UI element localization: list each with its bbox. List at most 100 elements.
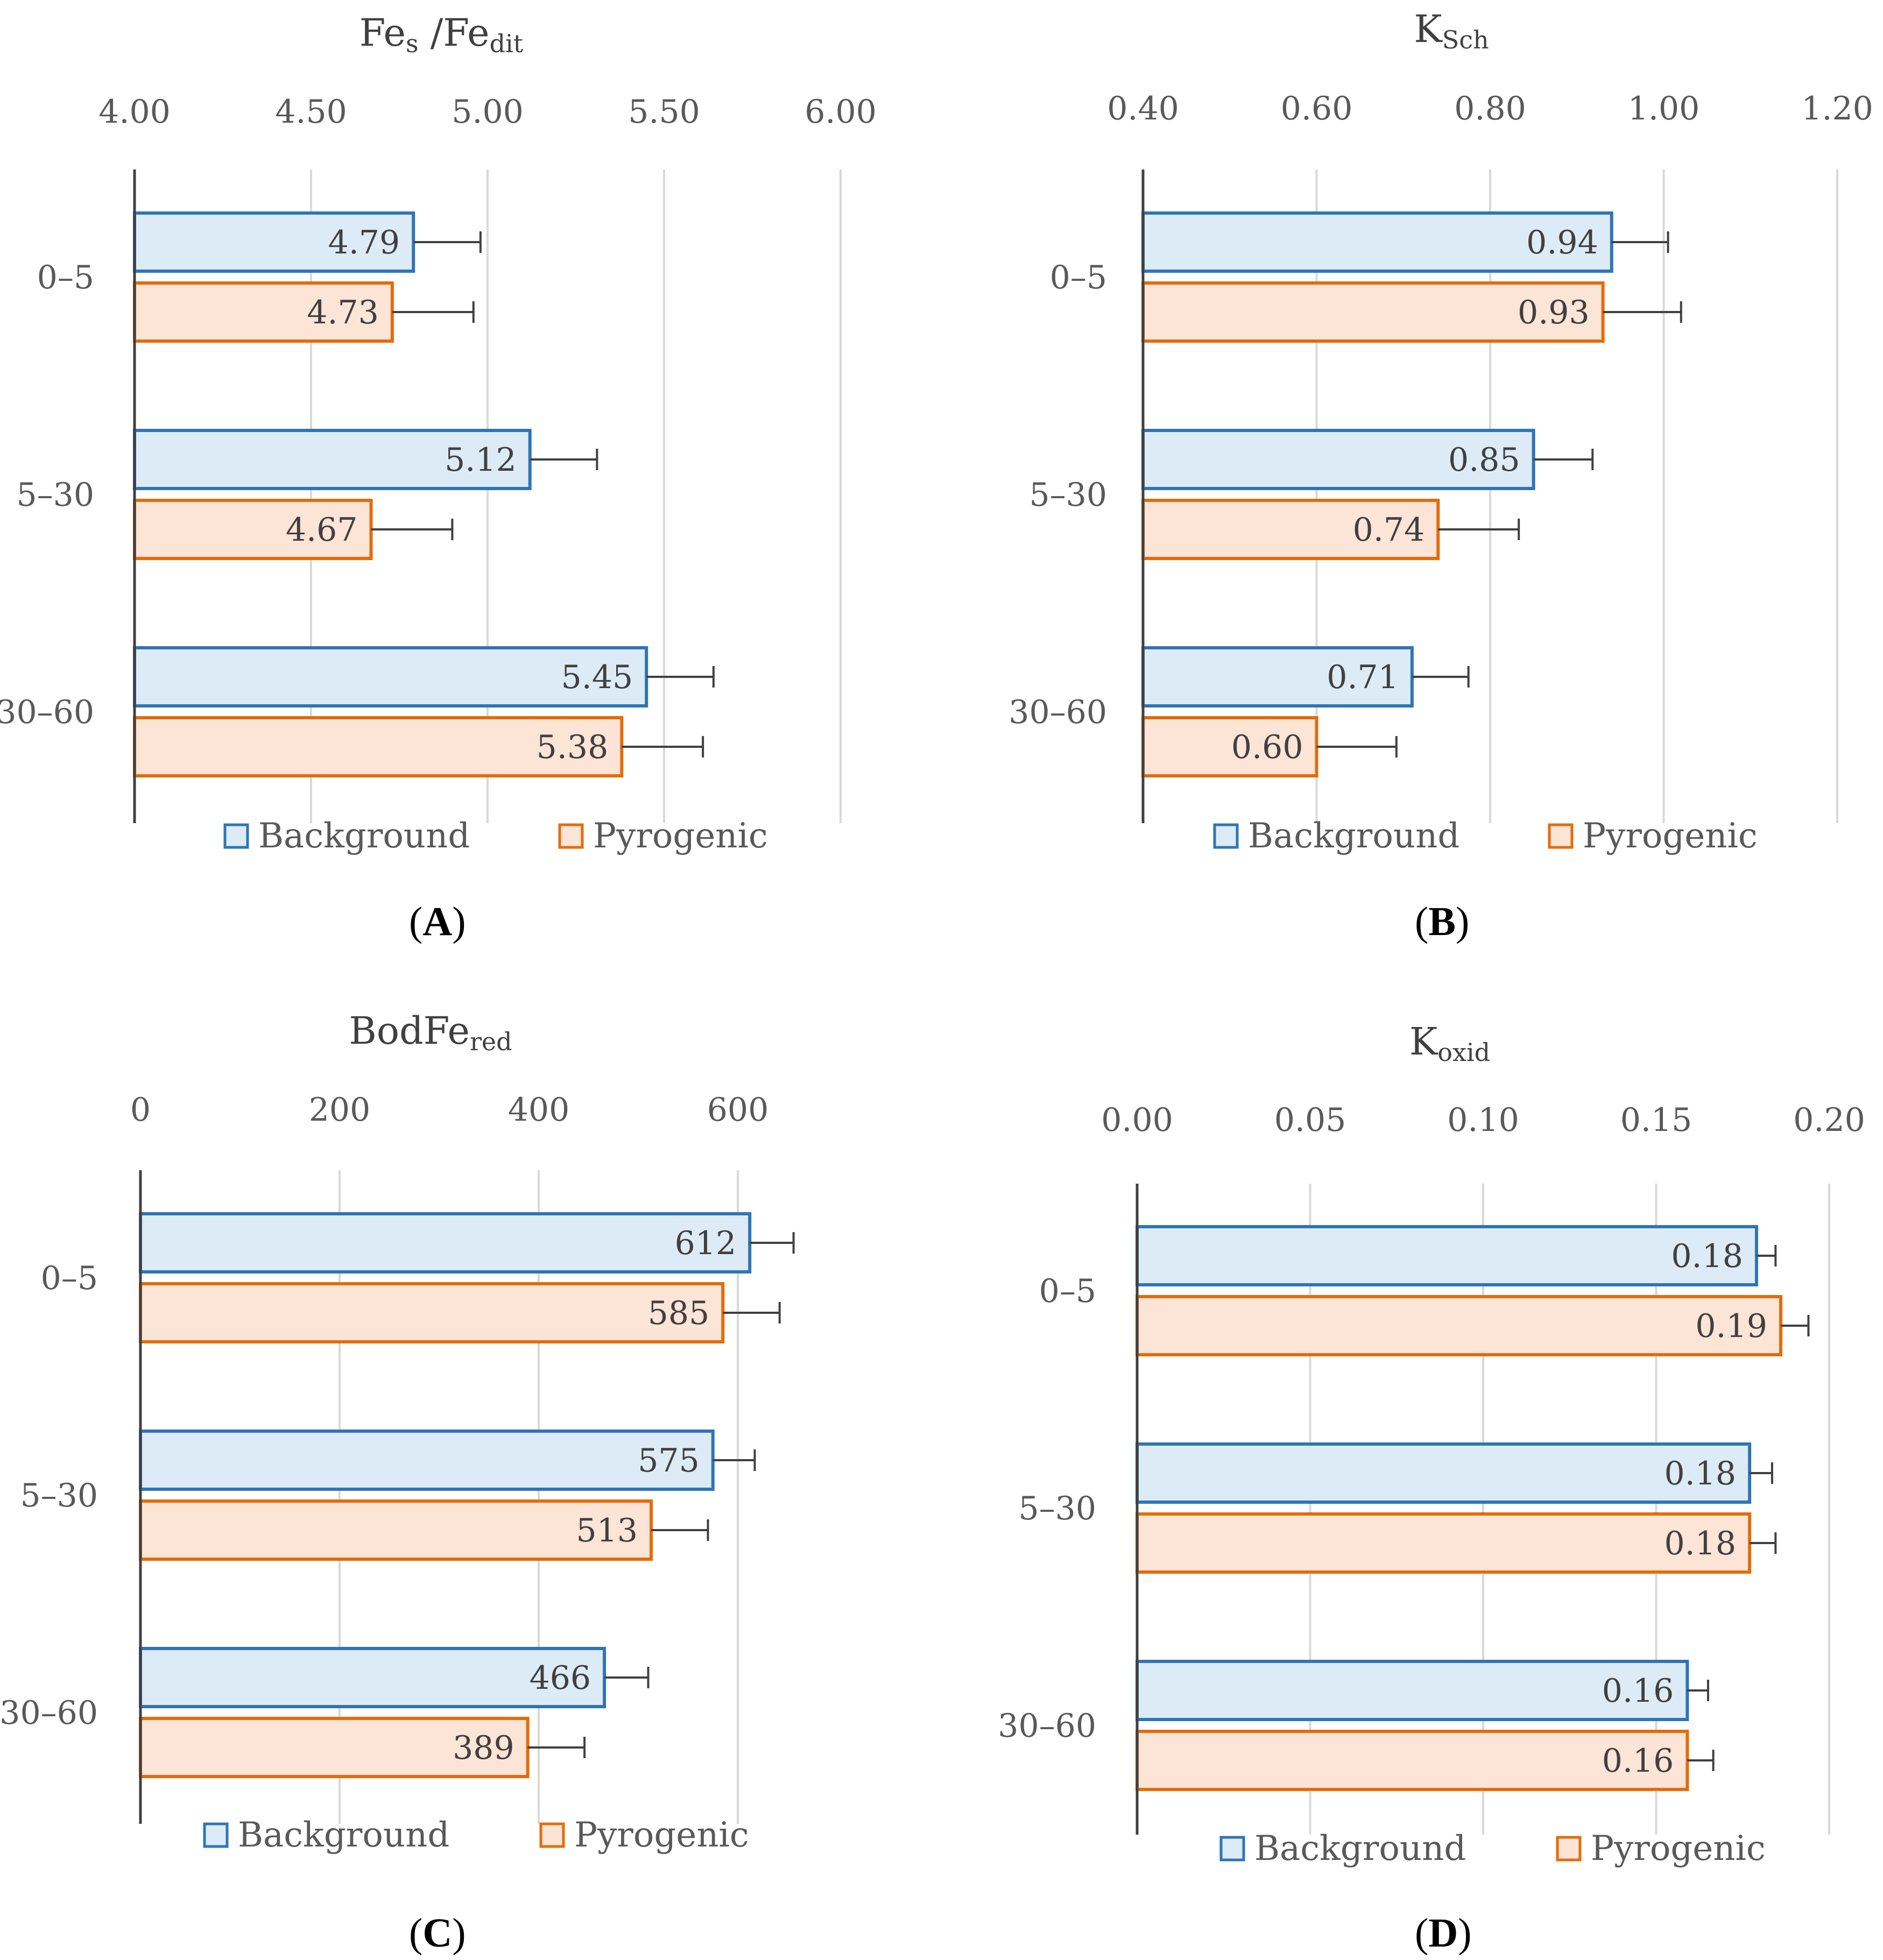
chart-title-subscript: s (406, 29, 419, 58)
x-tick-label: 4.50 (275, 93, 347, 131)
chart-a-svg: Fes /Fedit 4.00 4.50 5.00 5.50 6.00 4.79 4.73 0–… (0, 11, 877, 856)
x-tick-label: 0 (130, 1091, 151, 1129)
chart-panel-d: Koxid 0.00 0.05 0.10 0.15 0.20 0.18 0.19 0–5 0.18… (941, 968, 1883, 1960)
x-tick-label: 200 (309, 1091, 371, 1129)
legend-label-pyrogenic: Pyrogenic (1591, 1829, 1766, 1869)
bar-background (139, 1212, 752, 1273)
bar-pyrogenic (139, 1717, 530, 1778)
x-tick-label: 5.00 (452, 93, 524, 131)
bar-background (1136, 1660, 1689, 1721)
legend-label-pyrogenic: Pyrogenic (1583, 816, 1758, 856)
data-label: 0.71 (1327, 659, 1399, 696)
legend-swatch-background (1219, 1836, 1245, 1862)
category-label: 0–5 (37, 259, 94, 296)
x-tick-label: 0.15 (1620, 1101, 1692, 1139)
chart-d-svg: Koxid 0.00 0.05 0.10 0.15 0.20 0.18 0.19 0–5 0.18… (998, 1020, 1865, 1869)
data-label: 0.16 (1602, 1672, 1674, 1710)
legend-swatch-pyrogenic (1548, 823, 1574, 849)
chart-panel-a: Fes /Fedit 4.00 4.50 5.00 5.50 6.00 4.79 4.73 0–… (0, 0, 941, 968)
category-label: 5–30 (1018, 1490, 1096, 1527)
x-tick-label: 0.60 (1281, 90, 1353, 128)
data-label: 0.18 (1665, 1525, 1737, 1562)
x-tick-label: 1.00 (1628, 90, 1700, 128)
data-label: 513 (576, 1512, 638, 1549)
legend-label-background: Background (258, 816, 470, 856)
chart-title-mid: /Fe (419, 11, 490, 55)
chart-b-svg: KSch 0.40 0.60 0.80 1.00 1.20 0.94 0.93 0–5 0.85 0… (1009, 7, 1873, 856)
data-label: 612 (675, 1225, 737, 1262)
data-label: 0.18 (1671, 1237, 1743, 1275)
chart-title-main: Fe (359, 11, 406, 55)
data-label: 4.73 (307, 294, 379, 331)
data-label: 389 (453, 1729, 514, 1767)
chart-panel-b: KSch 0.40 0.60 0.80 1.00 1.20 0.94 0.93 0–5 0.85 0… (941, 0, 1883, 968)
chart-panel-c: BodFered 0 200 400 600 612 585 0–5 575 513 5–30 466… (0, 968, 941, 1960)
bar-pyrogenic (139, 1282, 725, 1343)
legend-swatch-pyrogenic (558, 823, 584, 849)
panel-label-a: (A) (409, 899, 466, 944)
legend-swatch-pyrogenic (1556, 1836, 1582, 1862)
legend-swatch-background (223, 823, 249, 849)
data-label: 0.93 (1518, 294, 1590, 331)
data-label: 0.16 (1602, 1742, 1674, 1780)
bar-pyrogenic (1141, 499, 1440, 560)
data-label: 0.85 (1448, 441, 1520, 479)
category-label: 5–30 (1029, 476, 1107, 514)
x-tick-label: 1.20 (1801, 90, 1873, 128)
chart-title: Koxid (1409, 1020, 1490, 1067)
data-label: 0.94 (1526, 224, 1598, 261)
bar-background (133, 646, 648, 707)
legend-label-background: Background (238, 1815, 449, 1855)
legend-label-pyrogenic: Pyrogenic (593, 816, 768, 856)
category-label: 30–60 (998, 1707, 1096, 1745)
data-label: 585 (648, 1294, 710, 1332)
data-label: 5.12 (445, 441, 517, 479)
data-label: 4.79 (328, 224, 400, 261)
legend-label-background: Background (1248, 816, 1459, 856)
category-label: 0–5 (1039, 1272, 1096, 1310)
panel-label-b: (B) (1415, 899, 1470, 944)
category-label: 0–5 (1050, 259, 1107, 296)
category-label: 0–5 (41, 1260, 98, 1297)
bar-pyrogenic (139, 1499, 653, 1561)
chart-title-subscript: oxid (1437, 1038, 1490, 1067)
panel-label-d: (D) (1415, 1911, 1472, 1956)
data-label: 0.19 (1695, 1307, 1767, 1345)
chart-title-main: K (1409, 1020, 1438, 1064)
data-label: 466 (530, 1659, 591, 1697)
category-label: 5–30 (20, 1477, 98, 1515)
bar-background (133, 211, 415, 273)
data-label: 4.67 (286, 511, 358, 549)
legend-label-background: Background (1254, 1829, 1466, 1869)
bar-pyrogenic (1141, 716, 1318, 777)
data-label: 0.74 (1353, 511, 1425, 549)
data-label: 575 (638, 1442, 700, 1480)
x-tick-label: 0.80 (1454, 90, 1526, 128)
legend-label-pyrogenic: Pyrogenic (574, 1815, 749, 1855)
chart-title-main: BodFe (349, 1009, 470, 1053)
x-tick-label: 0.10 (1447, 1101, 1519, 1139)
x-tick-label: 0.20 (1793, 1101, 1865, 1139)
bar-background (1136, 1225, 1758, 1286)
x-tick-label: 600 (707, 1091, 769, 1129)
data-label: 5.38 (537, 728, 609, 766)
x-tick-label: 4.00 (98, 93, 171, 131)
legend-swatch-background (1213, 823, 1239, 849)
legend-swatch-pyrogenic (539, 1822, 565, 1848)
chart-title: KSch (1414, 7, 1489, 54)
bar-pyrogenic (1136, 1512, 1752, 1574)
data-label: 5.45 (561, 659, 633, 696)
bar-pyrogenic (1141, 281, 1605, 343)
data-label: 0.18 (1665, 1455, 1737, 1492)
chart-title-subscript: Sch (1442, 25, 1489, 54)
chart-title: Fes /Fedit (359, 11, 524, 58)
chart-title-subscript-2: dit (490, 29, 524, 58)
chart-title: BodFered (349, 1009, 512, 1056)
category-label: 5–30 (16, 476, 94, 514)
category-label: 30–60 (0, 694, 94, 731)
x-tick-label: 5.50 (628, 93, 700, 131)
category-label: 30–60 (0, 1694, 98, 1732)
bar-background (1136, 1442, 1752, 1504)
category-label: 30–60 (1009, 694, 1107, 731)
